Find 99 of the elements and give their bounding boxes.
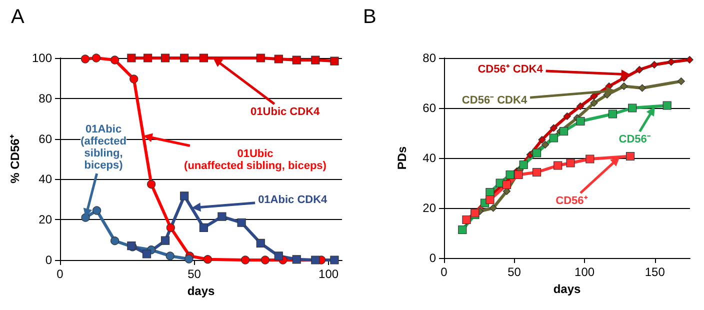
point [486, 195, 494, 204]
point [662, 101, 672, 110]
point [620, 82, 628, 90]
annotation: 01Abic CDK4 [258, 194, 328, 206]
point [199, 223, 208, 232]
y-tick-label: 40 [38, 172, 52, 186]
point [486, 188, 494, 197]
point [203, 255, 212, 264]
point [166, 252, 174, 260]
point [92, 54, 101, 62]
point [576, 116, 585, 126]
point [576, 102, 584, 110]
point [80, 54, 90, 64]
point [549, 134, 558, 142]
annotation: CD56⁻ CDK4 [462, 94, 528, 106]
point [180, 54, 189, 62]
point [590, 99, 598, 107]
point [566, 158, 575, 168]
point [292, 56, 301, 64]
x-axis-title: days [187, 284, 215, 298]
point [626, 152, 635, 161]
point [686, 56, 694, 64]
point [538, 136, 546, 144]
point [550, 124, 558, 132]
point [180, 192, 189, 200]
y-tick-label: 0 [45, 253, 52, 267]
point [92, 206, 102, 215]
chart-title: A [11, 6, 25, 28]
point [292, 255, 301, 264]
point [160, 54, 170, 62]
point [274, 54, 283, 64]
y-tick-label: 20 [422, 201, 436, 215]
point [260, 256, 270, 264]
x-tick-label: 0 [440, 265, 448, 279]
y-axis-title: PDs [395, 146, 409, 170]
x-axis-title: days [553, 282, 581, 296]
annotation: CD56⁻ [618, 134, 651, 146]
point [458, 225, 467, 234]
point [608, 110, 617, 118]
point [256, 238, 265, 248]
annotation: CD56⁺ [556, 195, 588, 207]
y-tick-label: 0 [429, 251, 436, 265]
y-tick-label: 20 [38, 212, 52, 227]
point [559, 126, 568, 136]
point [502, 180, 511, 190]
y-axis-title: % CD56⁺ [8, 134, 22, 184]
y-tick-label: 60 [422, 101, 436, 115]
point [636, 66, 644, 74]
point [144, 54, 152, 62]
point [199, 54, 208, 62]
point [130, 74, 138, 84]
point [218, 212, 226, 221]
chart-title: B [363, 6, 376, 28]
point [110, 236, 120, 246]
point [638, 84, 646, 92]
point [519, 160, 528, 170]
point [586, 154, 594, 164]
annotation: 01Ubic (unaffected sibling, biceps) [184, 148, 327, 172]
point [127, 54, 136, 62]
point [311, 256, 320, 264]
point [514, 170, 523, 180]
point [506, 170, 514, 180]
point [184, 254, 194, 264]
point [677, 77, 685, 86]
x-tick-label: 100 [318, 267, 339, 281]
point [541, 140, 550, 149]
point [142, 250, 152, 258]
y-tick-label: 60 [38, 132, 52, 146]
y-tick-label: 80 [38, 91, 52, 106]
x-tick-label: 50 [508, 265, 522, 279]
point [166, 223, 175, 232]
point [274, 252, 283, 260]
point [160, 236, 170, 245]
y-tick-label: 100 [32, 51, 52, 65]
x-tick-label: 150 [644, 265, 666, 279]
x-tick-label: 50 [188, 267, 202, 281]
point [110, 56, 120, 64]
point [650, 60, 658, 69]
point [330, 56, 339, 66]
y-tick-label: 80 [422, 51, 436, 65]
annotation: 01Abic (affected sibling, biceps) [80, 124, 126, 172]
point [147, 180, 156, 189]
point [241, 256, 250, 264]
point [532, 148, 542, 158]
point [554, 161, 562, 170]
point [667, 58, 675, 66]
annotation: 01Ubic CDK4 [250, 106, 321, 118]
point [532, 168, 542, 177]
x-tick-label: 100 [574, 265, 595, 279]
y-tick-label: 40 [422, 151, 436, 165]
x-tick-label: 0 [56, 267, 64, 281]
point [256, 54, 265, 62]
point [563, 112, 571, 120]
point [237, 218, 246, 227]
point [330, 256, 339, 264]
annotation: CD56⁺ CDK4 [478, 64, 544, 76]
point [489, 204, 497, 212]
point [628, 104, 637, 112]
point [311, 56, 320, 64]
